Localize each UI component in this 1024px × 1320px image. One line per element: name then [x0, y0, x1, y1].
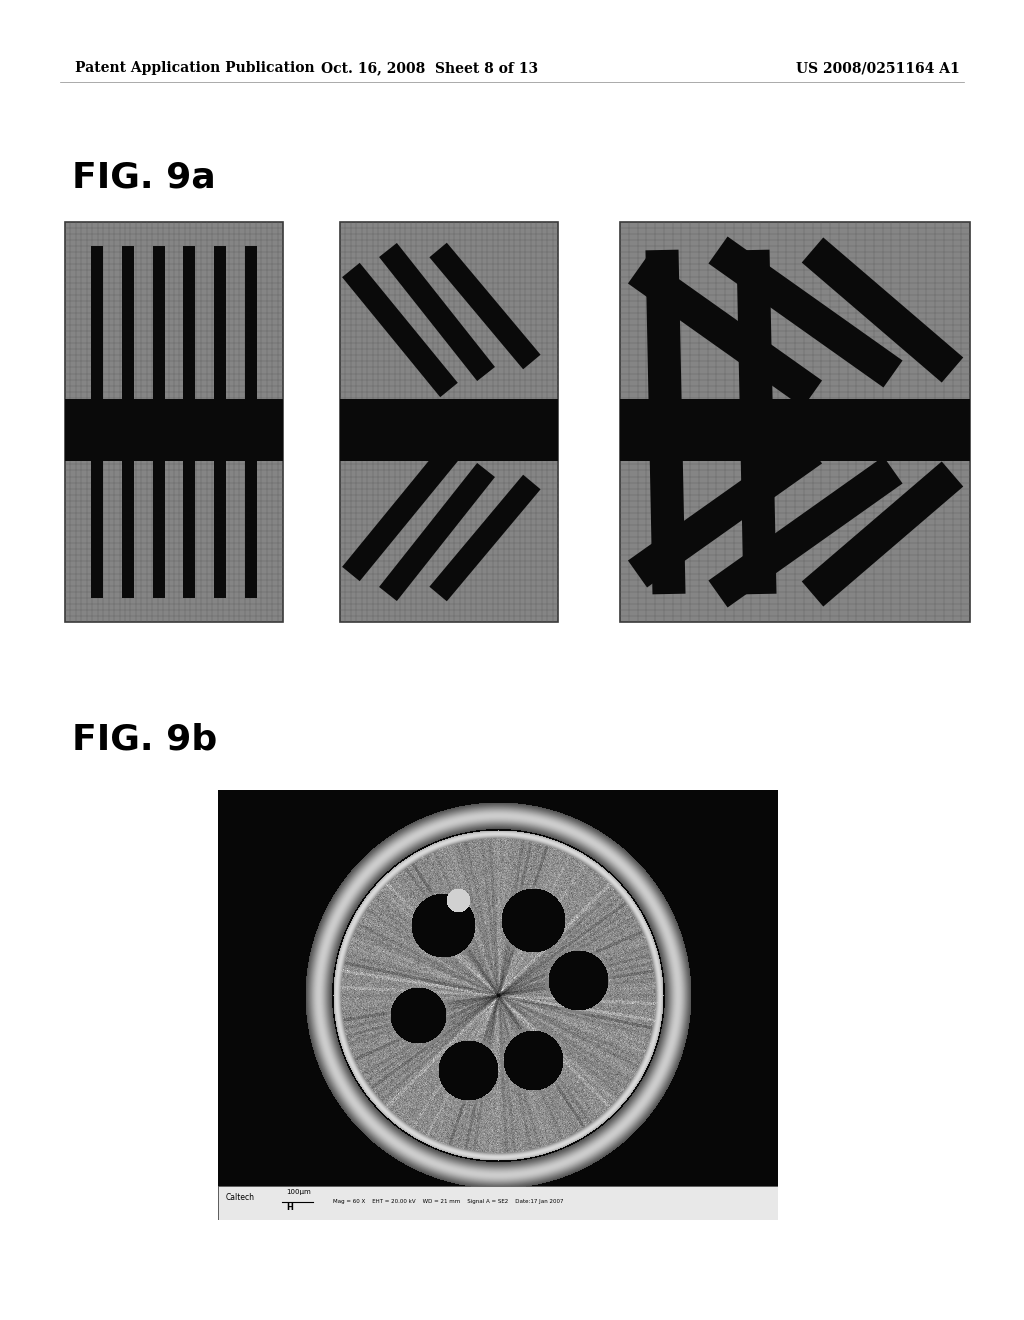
Bar — [214, 246, 226, 598]
Bar — [65, 222, 283, 622]
Text: FIG. 9b: FIG. 9b — [72, 723, 217, 756]
Bar — [620, 399, 970, 461]
Bar — [183, 246, 196, 598]
Bar — [620, 222, 970, 622]
Text: US 2008/0251164 A1: US 2008/0251164 A1 — [797, 61, 961, 75]
Bar — [340, 222, 558, 622]
Bar — [91, 246, 103, 598]
Text: FIG. 9a: FIG. 9a — [72, 161, 216, 195]
Bar — [245, 246, 257, 598]
Bar — [153, 246, 165, 598]
Text: Caltech: Caltech — [226, 1193, 255, 1203]
Text: Mag = 60 X    EHT = 20.00 kV    WD = 21 mm    Signal A = SE2    Date:17 Jan 2007: Mag = 60 X EHT = 20.00 kV WD = 21 mm Sig… — [333, 1199, 563, 1204]
Text: Patent Application Publication: Patent Application Publication — [75, 61, 314, 75]
Bar — [65, 399, 283, 461]
Bar — [340, 399, 558, 461]
Text: Oct. 16, 2008  Sheet 8 of 13: Oct. 16, 2008 Sheet 8 of 13 — [322, 61, 539, 75]
Bar — [218, 1185, 778, 1220]
Bar — [122, 246, 134, 598]
Text: 100μm: 100μm — [286, 1189, 310, 1196]
Text: H: H — [286, 1204, 293, 1213]
